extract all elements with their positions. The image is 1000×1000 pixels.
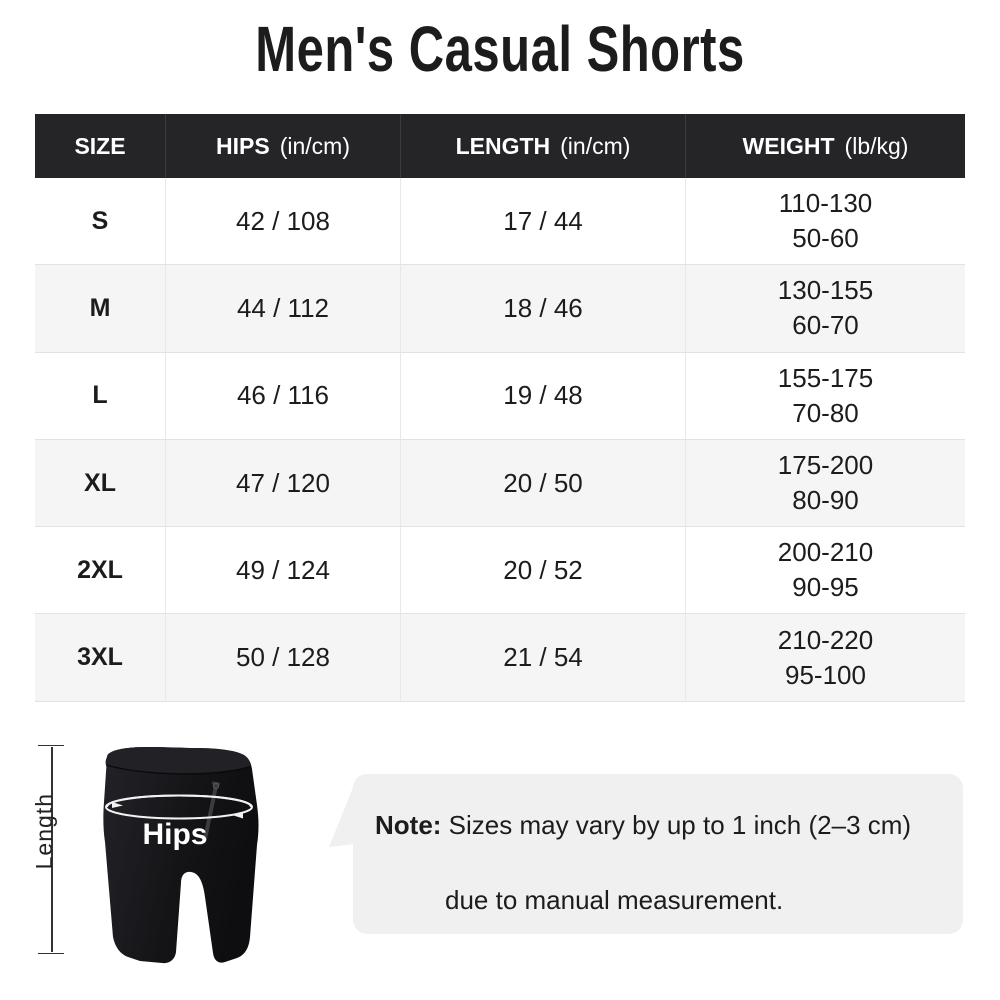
svg-text:Hips: Hips xyxy=(142,818,207,851)
